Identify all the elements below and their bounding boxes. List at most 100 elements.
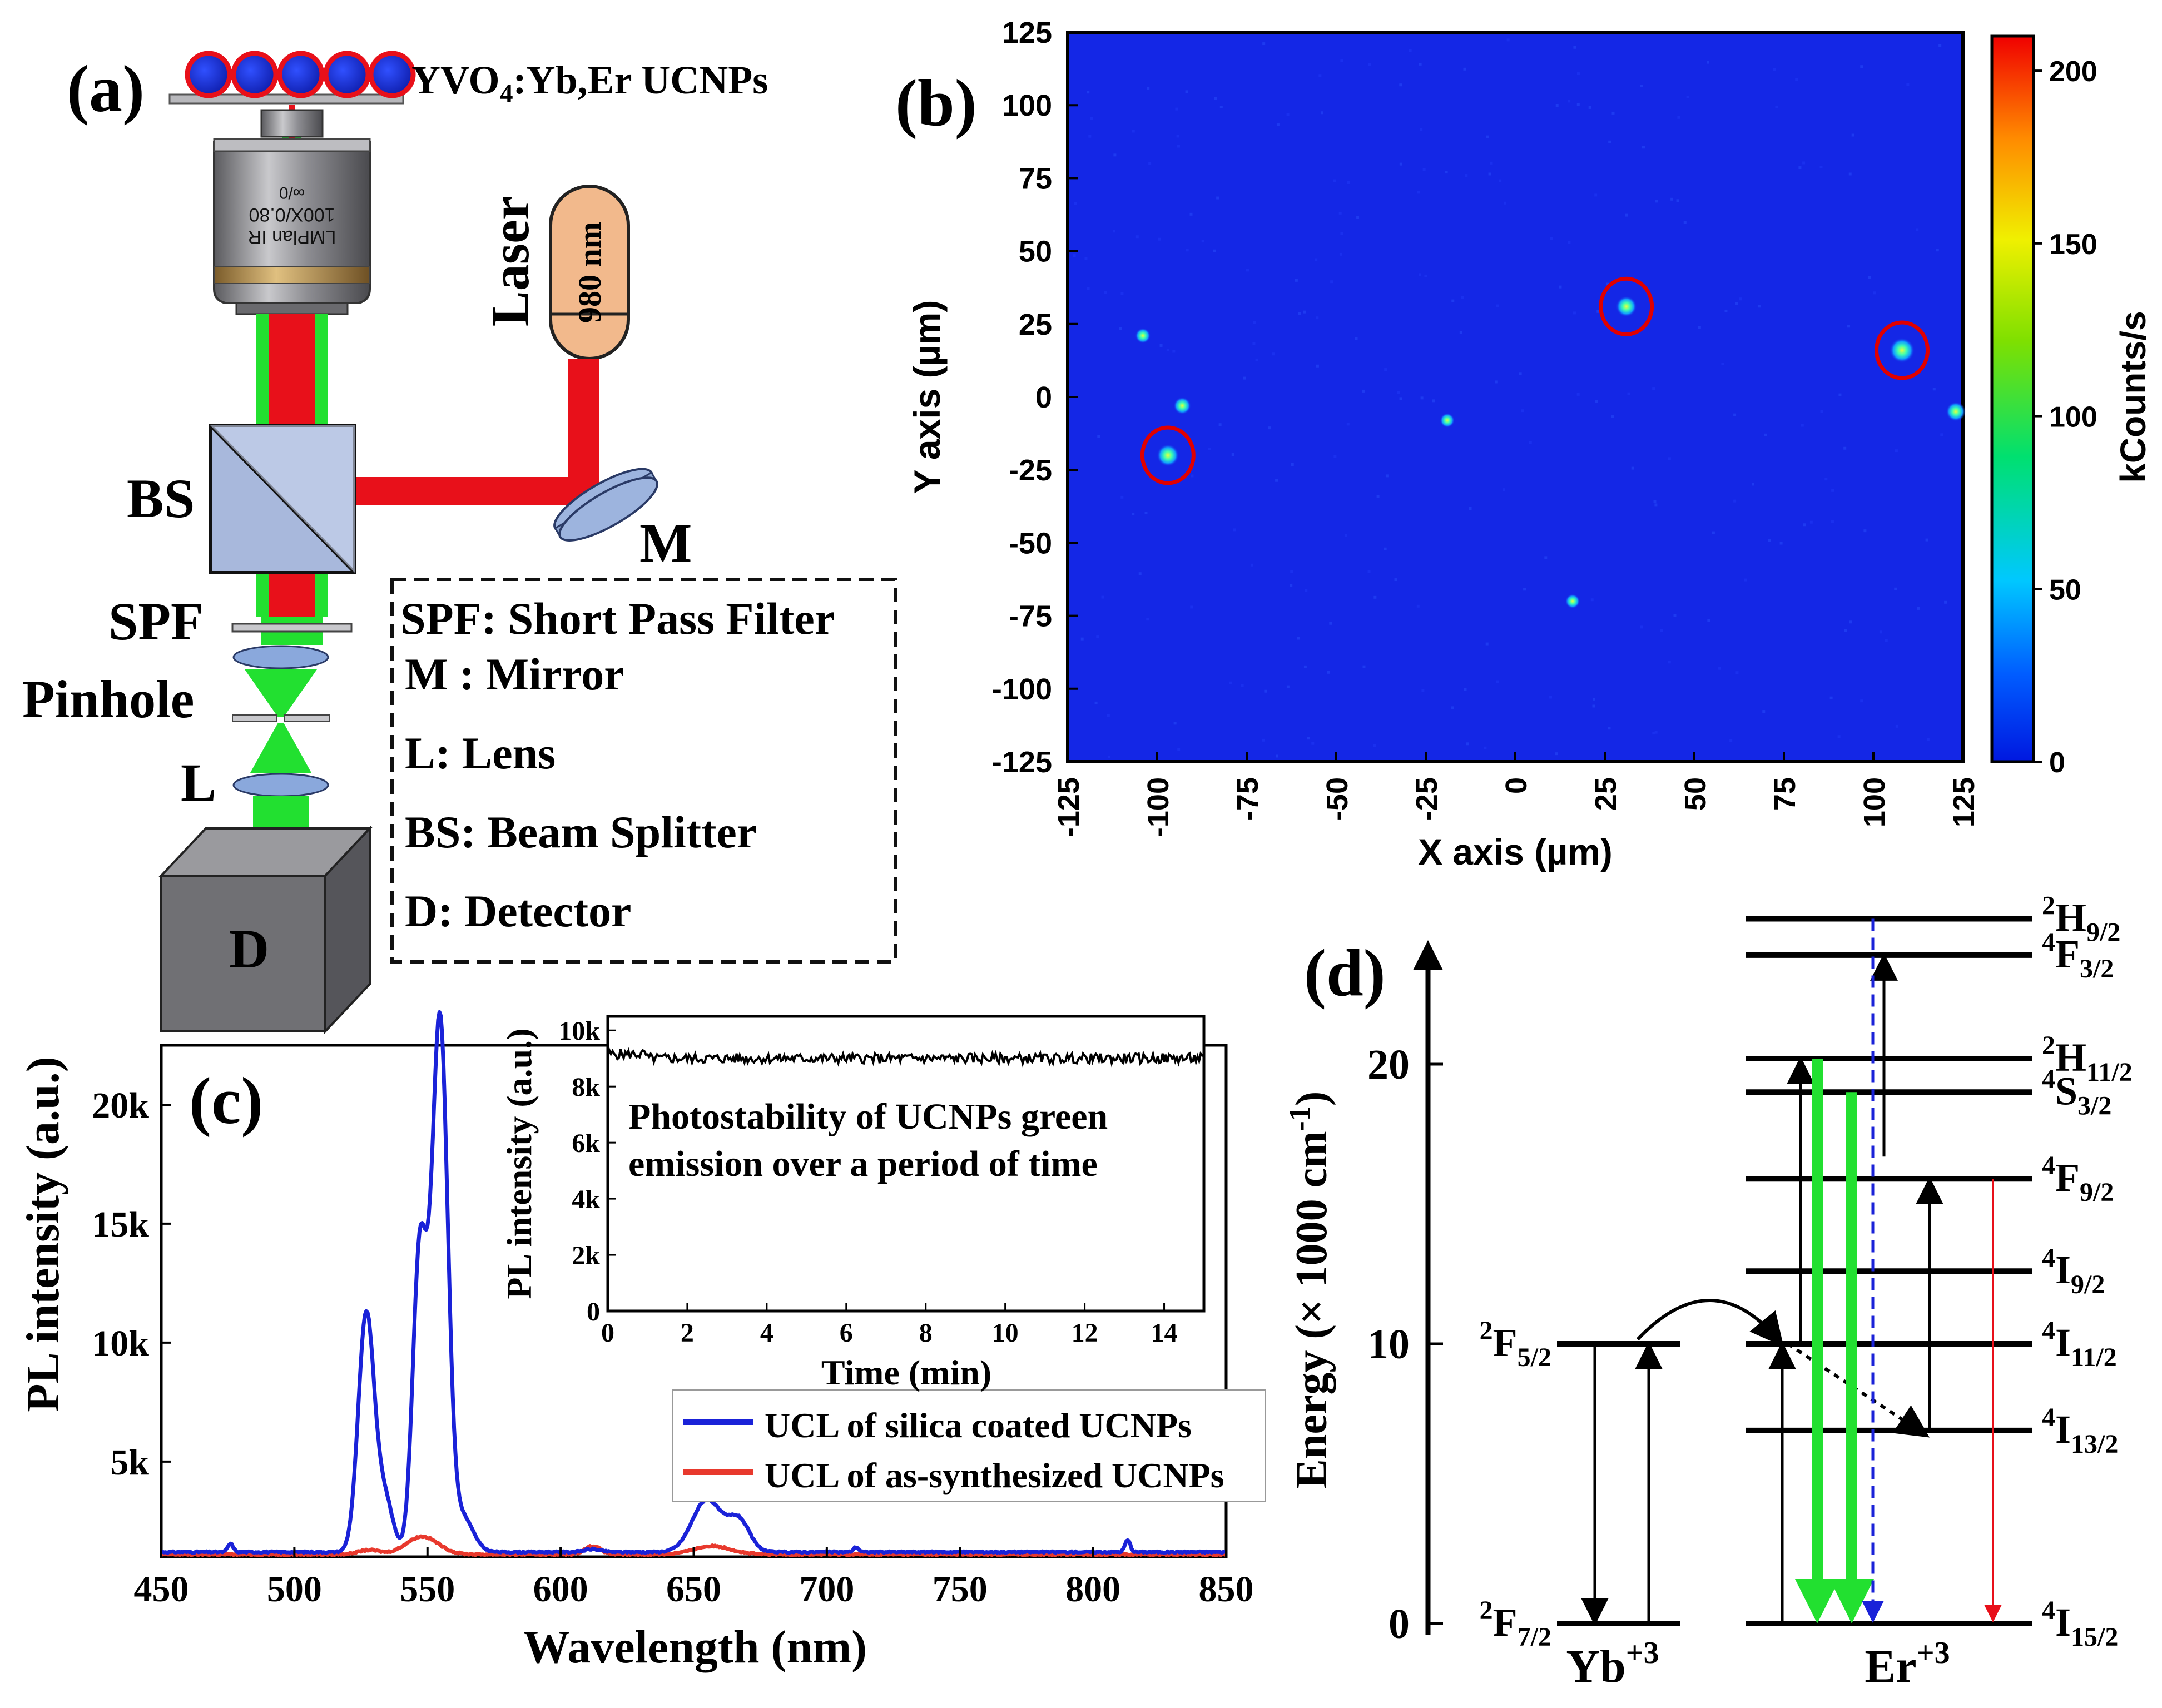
noise-pixel <box>1779 542 1783 545</box>
noise-pixel <box>1096 635 1099 639</box>
noise-pixel <box>1113 153 1117 157</box>
x-tick-label: 500 <box>267 1569 322 1610</box>
objective-line-3: ∞/0 <box>279 183 305 202</box>
y-tick-label: 100 <box>1002 89 1052 122</box>
y-tick-label: 10k <box>558 1016 600 1046</box>
legend-d: D: Detector <box>405 886 631 936</box>
noise-pixel <box>1417 191 1420 194</box>
noise-pixel <box>1347 181 1350 185</box>
noise-pixel <box>1394 578 1397 582</box>
pinhole-plate-right <box>284 714 330 722</box>
noise-pixel <box>1132 513 1135 516</box>
noise-pixel <box>1344 534 1347 537</box>
panel-d-label: (d) <box>1304 936 1386 1010</box>
noise-pixel <box>1146 618 1149 621</box>
noise-pixel <box>1419 62 1422 66</box>
x-tick-label: 450 <box>134 1569 189 1610</box>
noise-pixel <box>1147 86 1150 90</box>
noise-pixel <box>1625 214 1628 217</box>
laser-source: 980 nm Laser <box>480 185 630 360</box>
x-tick-label: 800 <box>1065 1569 1120 1610</box>
spectrum-x-ticks: 450 500 550 600 650 700 750 800 850 <box>134 1547 1254 1610</box>
objective-line-2: 100X/0.80 <box>249 204 335 225</box>
x-tick-label: 125 <box>1947 777 1981 827</box>
noise-pixel <box>1576 72 1580 76</box>
noise-pixel <box>1848 172 1852 176</box>
noise-pixel <box>1320 111 1323 115</box>
y-tick-label: 0 <box>587 1297 600 1327</box>
noise-pixel <box>1087 91 1090 94</box>
mirror <box>553 468 658 542</box>
noise-pixel <box>1229 681 1232 684</box>
noise-pixel <box>1094 701 1098 704</box>
energy-transfer-arrow <box>1636 1299 1784 1347</box>
noise-pixel <box>1463 67 1466 71</box>
x-tick-label: -100 <box>1142 777 1175 837</box>
noise-pixel <box>1231 453 1234 456</box>
heatmap-spot <box>1946 401 1966 421</box>
noise-pixel <box>1863 529 1867 533</box>
x-tick-label: -50 <box>1321 777 1354 821</box>
x-tick-label: 2 <box>681 1318 694 1348</box>
noise-pixel <box>1698 326 1701 329</box>
noise-pixel <box>1384 368 1387 371</box>
noise-pixel <box>1595 400 1598 403</box>
green-cone-down <box>245 669 317 717</box>
noise-pixel <box>1233 528 1236 532</box>
noise-pixel <box>1432 399 1435 403</box>
spot-marker-circle <box>1599 276 1654 336</box>
noise-pixel <box>1346 423 1350 426</box>
yb-label: Yb+3 <box>1566 1636 1659 1692</box>
y-tick-label: -75 <box>1009 600 1052 633</box>
green-cone-up <box>250 723 311 773</box>
x-tick-label: 4 <box>760 1318 773 1348</box>
noise-pixel <box>1311 742 1315 745</box>
noise-pixel <box>1588 106 1591 109</box>
panel-a: (a) YVO4:Yb,Er UCNPs LMPlan IR 100X/0.80 <box>22 51 897 1035</box>
noise-pixel <box>1936 249 1939 252</box>
level-label: 2F5/2 <box>1480 1316 1551 1372</box>
noise-pixel <box>1113 230 1116 233</box>
noise-pixel <box>1316 364 1319 368</box>
panel-a-label: (a) <box>67 52 145 126</box>
noise-pixel <box>1940 433 1943 436</box>
y-tick-label: -25 <box>1009 454 1052 487</box>
noise-pixel <box>1213 249 1216 252</box>
noise-pixel <box>1104 291 1107 294</box>
noise-pixel <box>1802 161 1806 165</box>
noise-pixel <box>1191 474 1194 478</box>
inset-annotation-2: emission over a period of time <box>628 1144 1098 1184</box>
laser-beam-horizontal <box>353 477 599 505</box>
noise-pixel <box>1376 495 1380 498</box>
noise-pixel <box>1573 46 1576 49</box>
noise-pixel <box>1421 689 1425 692</box>
noise-pixel <box>1499 179 1502 182</box>
noise-pixel <box>1132 130 1135 133</box>
panel-b: (b) -125 -100 -75 -50 -25 0 25 50 75 100 125 -125-… <box>895 16 2153 872</box>
noise-pixel <box>1485 642 1489 646</box>
heatmap-background <box>1066 31 1965 763</box>
noise-pixel <box>1938 44 1942 47</box>
energy-ticks: 0 10 20 <box>1367 1041 1443 1647</box>
noise-pixel <box>1329 622 1332 625</box>
heatmap-y-ticks: -125 -100 -75 -50 -25 0 25 50 75 100 125 <box>992 16 1078 779</box>
x-tick-label: 50 <box>1679 777 1712 811</box>
noise-pixel <box>1451 299 1455 302</box>
noise-pixel <box>1219 105 1223 108</box>
noise-pixel <box>1829 696 1833 699</box>
green-beam-detector <box>253 796 309 831</box>
inset-lines <box>607 1047 1204 1068</box>
colorbar-label: kCounts/s <box>2113 311 2153 483</box>
noise-pixel <box>1465 174 1468 177</box>
noise-pixel <box>1611 111 1615 115</box>
panel-c: (c) 450 500 550 600 650 700 750 800 850 5k10k15k… <box>17 1010 1266 1673</box>
legend-silica: UCL of silica coated UCNPs <box>765 1406 1192 1445</box>
ucnp-particles <box>185 51 416 98</box>
noise-pixel <box>1333 179 1336 182</box>
noise-pixel <box>1885 639 1888 642</box>
noise-pixel <box>1496 304 1499 307</box>
x-tick-label: 10 <box>992 1318 1019 1348</box>
level-label: 4F9/2 <box>2042 1151 2114 1207</box>
noise-pixel <box>1138 572 1142 575</box>
spectrum-ylabel: PL intensity (a.u.) <box>17 1056 69 1412</box>
